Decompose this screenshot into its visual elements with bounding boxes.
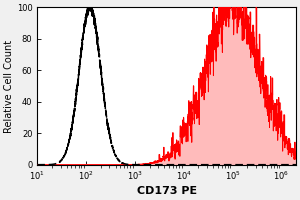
X-axis label: CD173 PE: CD173 PE	[136, 186, 197, 196]
Y-axis label: Relative Cell Count: Relative Cell Count	[4, 39, 14, 133]
